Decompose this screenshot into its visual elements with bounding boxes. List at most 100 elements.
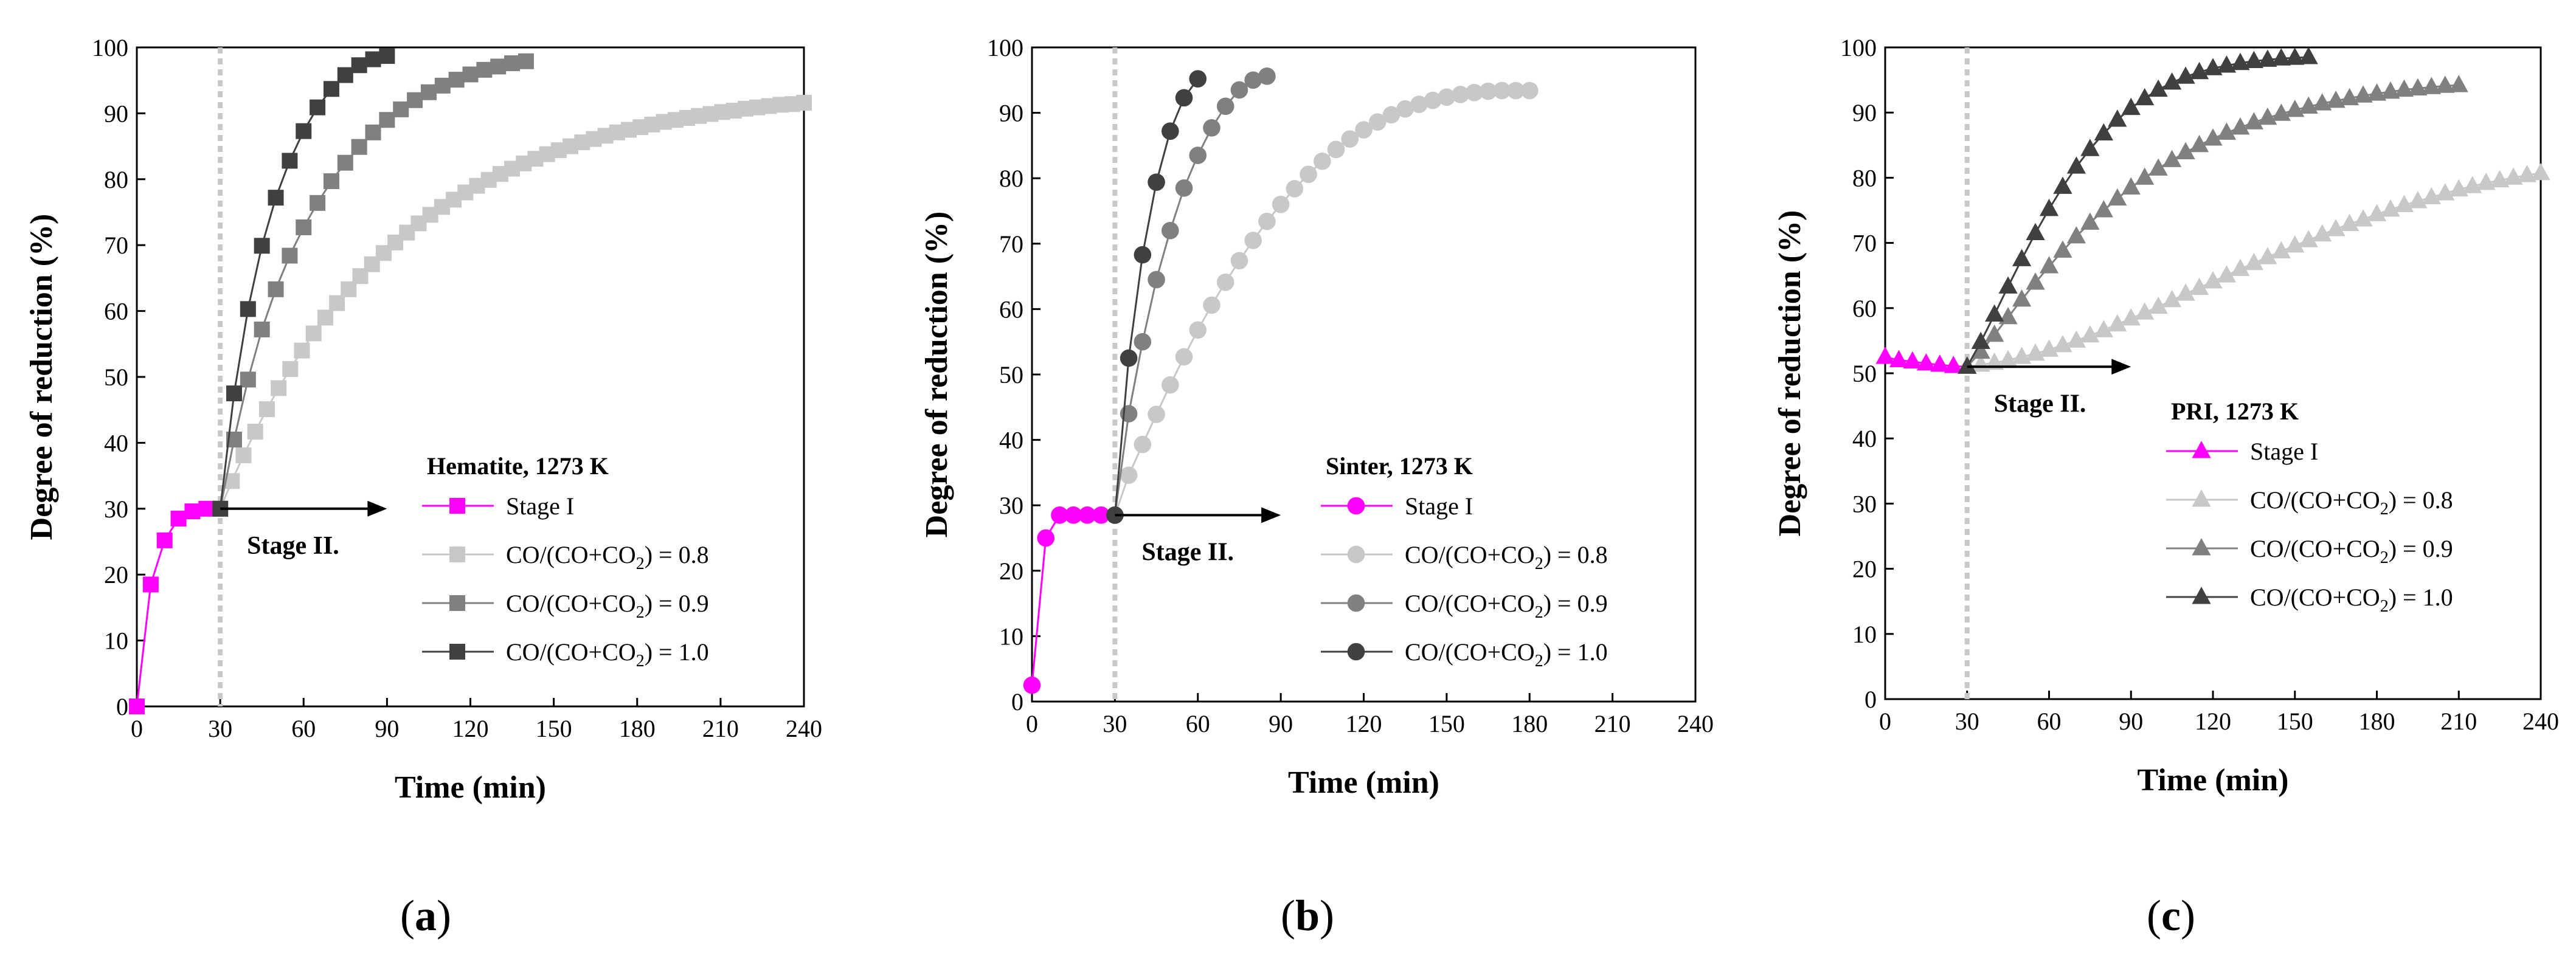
data-point [2531,162,2550,181]
legend-label: CO/(CO+CO2) = 0.9 [2250,535,2453,567]
x-tick-label: 240 [2522,708,2559,735]
legend-title: PRI, 1273 K [2171,398,2299,425]
data-point [142,576,159,593]
data-point [1916,353,1936,371]
y-tick-label: 50 [104,364,128,391]
data-point [317,309,333,326]
data-point [2490,170,2510,188]
data-point [2339,88,2360,106]
legend-label: CO/(CO+CO2) = 0.8 [1405,541,1608,573]
legend-item-co-1-0: CO/(CO+CO2) = 1.0 [422,638,709,671]
data-point [1134,333,1152,351]
data-point [1875,347,1895,364]
data-point [1272,195,1290,213]
data-point [1037,529,1055,547]
data-point [2135,88,2155,106]
data-point [2517,165,2537,182]
data-point [1930,354,1950,372]
legend-marker [449,498,465,514]
data-point [129,699,145,714]
data-point [2053,176,2072,194]
data-point [1148,405,1165,423]
y-tick-label: 30 [999,492,1023,519]
legend-label-text: CO/(CO+CO [2250,535,2380,562]
x-tick-label: 30 [208,715,232,742]
data-point [1078,506,1096,524]
data-point [1944,356,1963,373]
data-point [2217,122,2237,140]
data-point [2080,139,2100,156]
legend-marker [2192,441,2211,458]
data-point [323,173,339,190]
x-tick-label: 30 [1103,710,1127,737]
data-point [490,58,507,75]
data-point [2012,347,2032,364]
y-tick-label: 10 [999,623,1023,650]
legend-title: Hematite, 1273 K [427,452,609,480]
data-point [1258,212,1276,230]
data-point [337,67,353,83]
legend-label: CO/(CO+CO2) = 1.0 [2250,584,2453,616]
data-point [2299,47,2318,64]
data-point [1023,676,1041,694]
data-point [2463,176,2482,193]
data-point [2135,302,2155,320]
data-point [2039,198,2059,216]
data-point [1493,81,1511,100]
data-point [2258,247,2277,264]
data-point [2026,223,2045,240]
data-point [1903,351,1922,369]
series-co-0-9 [1106,67,1276,524]
data-point [2176,66,2195,84]
y-tick-label: 80 [104,166,128,193]
data-point [1327,140,1345,159]
series-co-1-0 [1958,47,2318,374]
legend-label-text: ) = 0.8 [2389,486,2453,514]
data-point [2449,179,2468,197]
data-point [1161,376,1179,394]
data-point [2080,325,2100,343]
data-point [1958,356,1977,374]
legend-label-text: ) = 0.9 [645,590,709,617]
data-point [1051,506,1068,524]
data-point [271,380,287,396]
data-point [1452,86,1469,103]
data-point [379,48,395,64]
y-tick-label: 0 [116,693,128,720]
data-point [310,195,326,211]
y-tick-label: 60 [999,295,1023,323]
y-tick-label: 70 [104,232,128,259]
legend-item-stage-i: Stage I [1321,492,1473,520]
data-point [296,219,312,235]
data-point [2094,200,2113,218]
data-point [504,55,521,72]
data-point [2053,334,2072,353]
series-line [1966,84,2459,368]
x-tick-label: 120 [452,715,489,742]
caption-letter: b [1295,891,1320,940]
data-point [1998,276,2018,294]
data-point [1507,81,1525,100]
panel-caption: (c) [2147,891,2195,940]
chart-panel-b: 0 10 20 30 40 50 60 70 80 90 100 0 30 60 90 120 150 180 21… [919,34,1714,940]
data-point [1971,331,1990,350]
data-point [2094,123,2113,140]
caption-close: ) [437,891,451,940]
data-point [1520,81,1539,100]
data-point [1355,121,1373,139]
data-point [2203,58,2223,75]
x-tick-label: 120 [2195,708,2231,735]
legend-label: CO/(CO+CO2) = 1.0 [1405,638,1608,671]
data-point [448,72,465,88]
legend-label-text: CO/(CO+CO [506,541,636,568]
y-axis-title: Degree of reduction (%) [24,214,59,540]
data-point [2504,167,2523,185]
caption-letter: c [2161,891,2181,940]
legend-marker [449,595,465,611]
caption-open: ( [2147,891,2161,940]
x-tick-label: 0 [1879,708,1891,735]
data-point [2217,55,2237,73]
